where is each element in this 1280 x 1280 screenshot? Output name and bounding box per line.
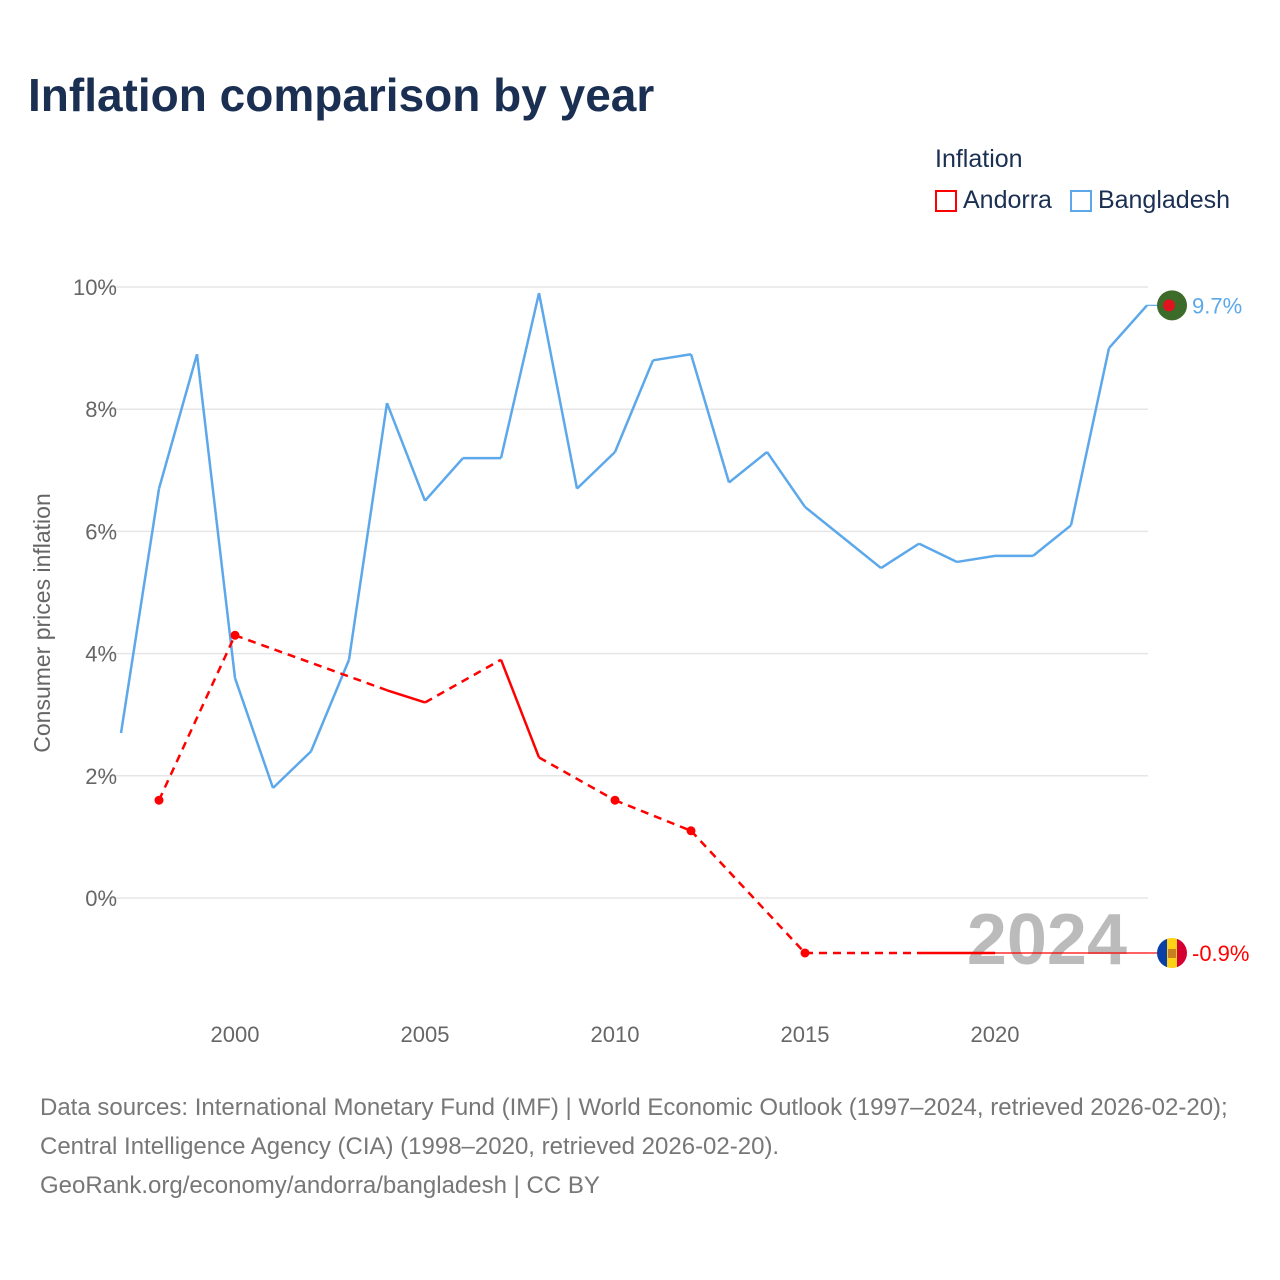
line-segment-bangladesh (804, 505, 844, 539)
source-link[interactable]: GeoRank.org/economy/andorra/bangladesh |… (40, 1172, 600, 1199)
data-point[interactable] (686, 826, 696, 836)
line-segment-bangladesh (195, 354, 237, 679)
line-segment-andorra (424, 658, 502, 704)
line-segment-bangladesh (157, 353, 199, 489)
flag-emblem (1168, 948, 1176, 958)
y-tick-label: 8% (85, 397, 117, 422)
line-segment-bangladesh (842, 536, 882, 570)
line-segment-bangladesh (347, 402, 389, 660)
legend-item-bangladesh[interactable]: Bangladesh (1069, 186, 1231, 215)
line-segment-andorra (690, 829, 806, 954)
legend-title: Inflation (935, 145, 1023, 173)
line-segment-andorra (499, 659, 541, 758)
line-segment-andorra (386, 689, 426, 704)
data-point[interactable] (800, 948, 810, 958)
legend-label: Andorra (963, 186, 1052, 214)
x-tick-label: 2000 (211, 1022, 260, 1047)
legend: Andorra Bangladesh (935, 186, 1230, 215)
source-note: Data sources: International Monetary Fun… (40, 1088, 1250, 1205)
line-segment-bangladesh (918, 542, 958, 564)
line-segment-bangladesh (613, 359, 655, 453)
legend-swatch (935, 189, 957, 212)
line-segment-bangladesh (537, 292, 579, 489)
legend-label: Bangladesh (1097, 186, 1231, 214)
line-segment-bangladesh (424, 457, 464, 502)
line-segment-bangladesh (689, 353, 731, 483)
line-segment-bangladesh (652, 352, 692, 362)
line-segment-bangladesh (1032, 524, 1072, 557)
line-segment-bangladesh (385, 402, 427, 502)
line-segment-andorra (157, 634, 237, 801)
line-segment-andorra (234, 634, 388, 692)
data-point[interactable] (230, 630, 240, 640)
x-tick-label: 2020 (971, 1022, 1020, 1047)
data-point[interactable] (154, 795, 164, 805)
y-tick-label: 4% (85, 642, 117, 667)
y-tick-label: 6% (85, 519, 117, 544)
chart-title: Inflation comparison by year (28, 69, 655, 121)
line-segment-andorra (538, 756, 616, 802)
source-text: Data sources: International Monetary Fun… (40, 1094, 1228, 1160)
line-segment-bangladesh (765, 451, 807, 508)
andorra-flag-icon (1157, 937, 1168, 968)
line-segment-bangladesh (119, 488, 161, 734)
line-segment-bangladesh (576, 451, 616, 490)
end-value-label: 9.7% (1192, 293, 1242, 318)
line-segment-bangladesh (1108, 304, 1148, 349)
flag-disc (1163, 299, 1175, 312)
line-segment-bangladesh (499, 292, 541, 459)
line-segment-bangladesh (1069, 347, 1111, 526)
line-segment-bangladesh (956, 554, 996, 564)
x-tick-label: 2005 (401, 1022, 450, 1047)
end-value-label: -0.9% (1192, 941, 1249, 966)
line-segment-bangladesh (272, 750, 312, 789)
year-watermark: 2024 (967, 900, 1127, 980)
line-segment-andorra (614, 799, 692, 832)
y-tick-label: 0% (85, 886, 117, 911)
legend-item-andorra[interactable]: Andorra (935, 186, 1052, 215)
line-segment-bangladesh (880, 542, 920, 570)
x-tick-label: 2015 (781, 1022, 830, 1047)
line-segment-bangladesh (728, 450, 768, 484)
x-tick-label: 2010 (591, 1022, 640, 1047)
legend-swatch (1069, 189, 1092, 212)
andorra-flag-icon (1177, 937, 1187, 968)
data-point[interactable] (610, 795, 620, 805)
y-tick-label: 2% (85, 764, 117, 789)
line-segment-bangladesh (233, 677, 275, 789)
y-tick-label: 10% (73, 275, 117, 300)
y-axis-label: Consumer prices inflation (29, 493, 55, 753)
